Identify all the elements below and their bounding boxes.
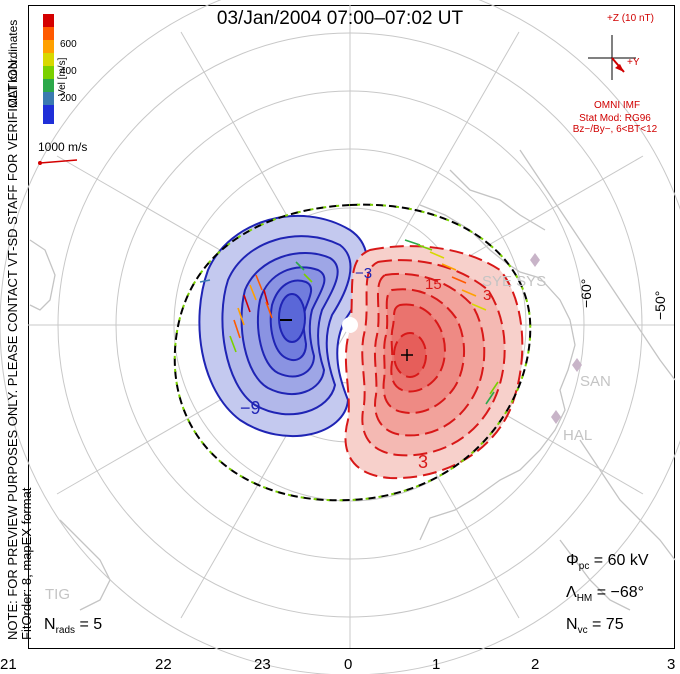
- coordinates-label: MLT coordinates: [6, 19, 20, 108]
- reference-vector-label: 1000 m/s: [38, 140, 88, 154]
- imf-z-label: +Z (10 nT): [607, 13, 654, 24]
- mlt-tick-2: 2: [531, 656, 540, 673]
- stat-bin-label: Bz−/By−, 6<BT<12: [572, 124, 658, 135]
- station-label-san: SAN: [580, 373, 611, 390]
- verification-notice: NOTE: FOR PREVIEW PURPOSES ONLY. PLEASE …: [5, 56, 20, 640]
- imf-source-label: OMNI IMF: [594, 100, 641, 111]
- mlt-tick-0: 0: [344, 656, 353, 673]
- reference-vector: [38, 159, 78, 165]
- heppner-maynard-boundary: [173, 203, 532, 502]
- stat-model-label: Stat Mod: RG96: [579, 113, 651, 124]
- mlt-tick-22: 22: [155, 656, 172, 673]
- contour-label-neg-top: −3: [355, 265, 373, 282]
- map-title: 03/Jan/2004 07:00–07:02 UT: [216, 8, 464, 29]
- mlt-tick-21: 21: [0, 656, 17, 673]
- velocity-colorbar: [43, 14, 54, 124]
- contour-label-neg-bottom: −9: [240, 398, 261, 418]
- colorbar-tick-400: 400: [60, 66, 77, 77]
- mlt-tick-23: 23: [254, 656, 271, 673]
- coastlines: [29, 149, 676, 611]
- colorbar-tick-200: 200: [60, 93, 77, 104]
- stat-n-vc-value: = 75: [592, 616, 624, 633]
- stat-lambda-hm: ΛHM = −68°: [566, 584, 645, 605]
- negative-potential-cell: [198, 215, 368, 438]
- stat-n-rads: Nrads = 5: [44, 616, 103, 637]
- stat-phi-pc: Φpc = 60 kV: [566, 552, 649, 573]
- station-markers: [530, 253, 582, 424]
- contour-label-pos-top: 15: [425, 276, 442, 293]
- imf-y-label: +Y: [627, 57, 640, 68]
- stat-n-rads-value: = 5: [79, 616, 103, 633]
- colorbar-tick-600: 600: [60, 39, 77, 50]
- station-label-tig: TIG: [45, 586, 70, 603]
- latitude-label-50: −50°: [652, 290, 668, 320]
- latitude-label-60: −60°: [578, 278, 594, 308]
- fit-order-label: FitOrder: 8, mapEX format: [19, 487, 34, 640]
- velocity-vectors: [199, 239, 499, 405]
- positive-potential-cell: [344, 245, 524, 480]
- contour-label-pos-bottom: 3: [418, 452, 429, 472]
- imf-clock: [588, 35, 636, 80]
- pole-marker: [342, 317, 358, 333]
- stat-phi-pc-value: = 60 kV: [593, 552, 649, 569]
- plot-frame: [28, 5, 675, 649]
- station-label-sye-sys: SYE SYS: [482, 273, 547, 290]
- stat-n-vc: Nvc = 75: [566, 616, 624, 637]
- mlt-tick-1: 1: [432, 656, 441, 673]
- station-label-hal: HAL: [563, 427, 593, 444]
- contour-label-pos-mid: 3: [483, 287, 492, 304]
- mlt-tick-3: 3: [667, 656, 676, 673]
- extrema-markers: [280, 319, 413, 361]
- stat-lambda-hm-value: = −68°: [596, 584, 645, 601]
